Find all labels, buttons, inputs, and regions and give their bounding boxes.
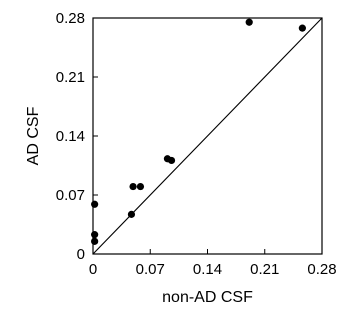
plot-area <box>92 17 323 255</box>
data-point <box>298 24 306 32</box>
data-point <box>245 18 253 26</box>
data-point <box>91 231 99 239</box>
y-tick-label: 0.21 <box>56 69 85 86</box>
y-tick-label: 0.07 <box>56 187 85 204</box>
x-tick-label: 0.14 <box>193 261 222 278</box>
x-tick-label: 0.28 <box>307 261 336 278</box>
x-tick-label: 0.07 <box>136 261 165 278</box>
y-tick-label: 0.28 <box>56 10 85 27</box>
data-point <box>127 210 136 218</box>
data-point <box>129 182 137 191</box>
data-point <box>136 182 145 191</box>
data-point <box>167 156 176 165</box>
y-tick-label: 0.14 <box>56 128 85 145</box>
y-axis-title: AD CSF <box>25 106 42 165</box>
x-axis-ticks: 0 0.07 0.14 0.21 0.28 <box>89 249 337 278</box>
data-points <box>91 18 306 245</box>
x-tick-label: 0.21 <box>250 261 279 278</box>
y-tick-label: 0 <box>77 246 85 263</box>
x-tick-label: 0 <box>89 261 97 278</box>
y-axis-ticks: 0 0.07 0.14 0.21 0.28 <box>56 10 98 263</box>
data-point <box>91 200 99 208</box>
data-point <box>91 237 99 245</box>
identity-reference-line <box>92 17 323 255</box>
x-axis-title: non-AD CSF <box>162 289 253 306</box>
